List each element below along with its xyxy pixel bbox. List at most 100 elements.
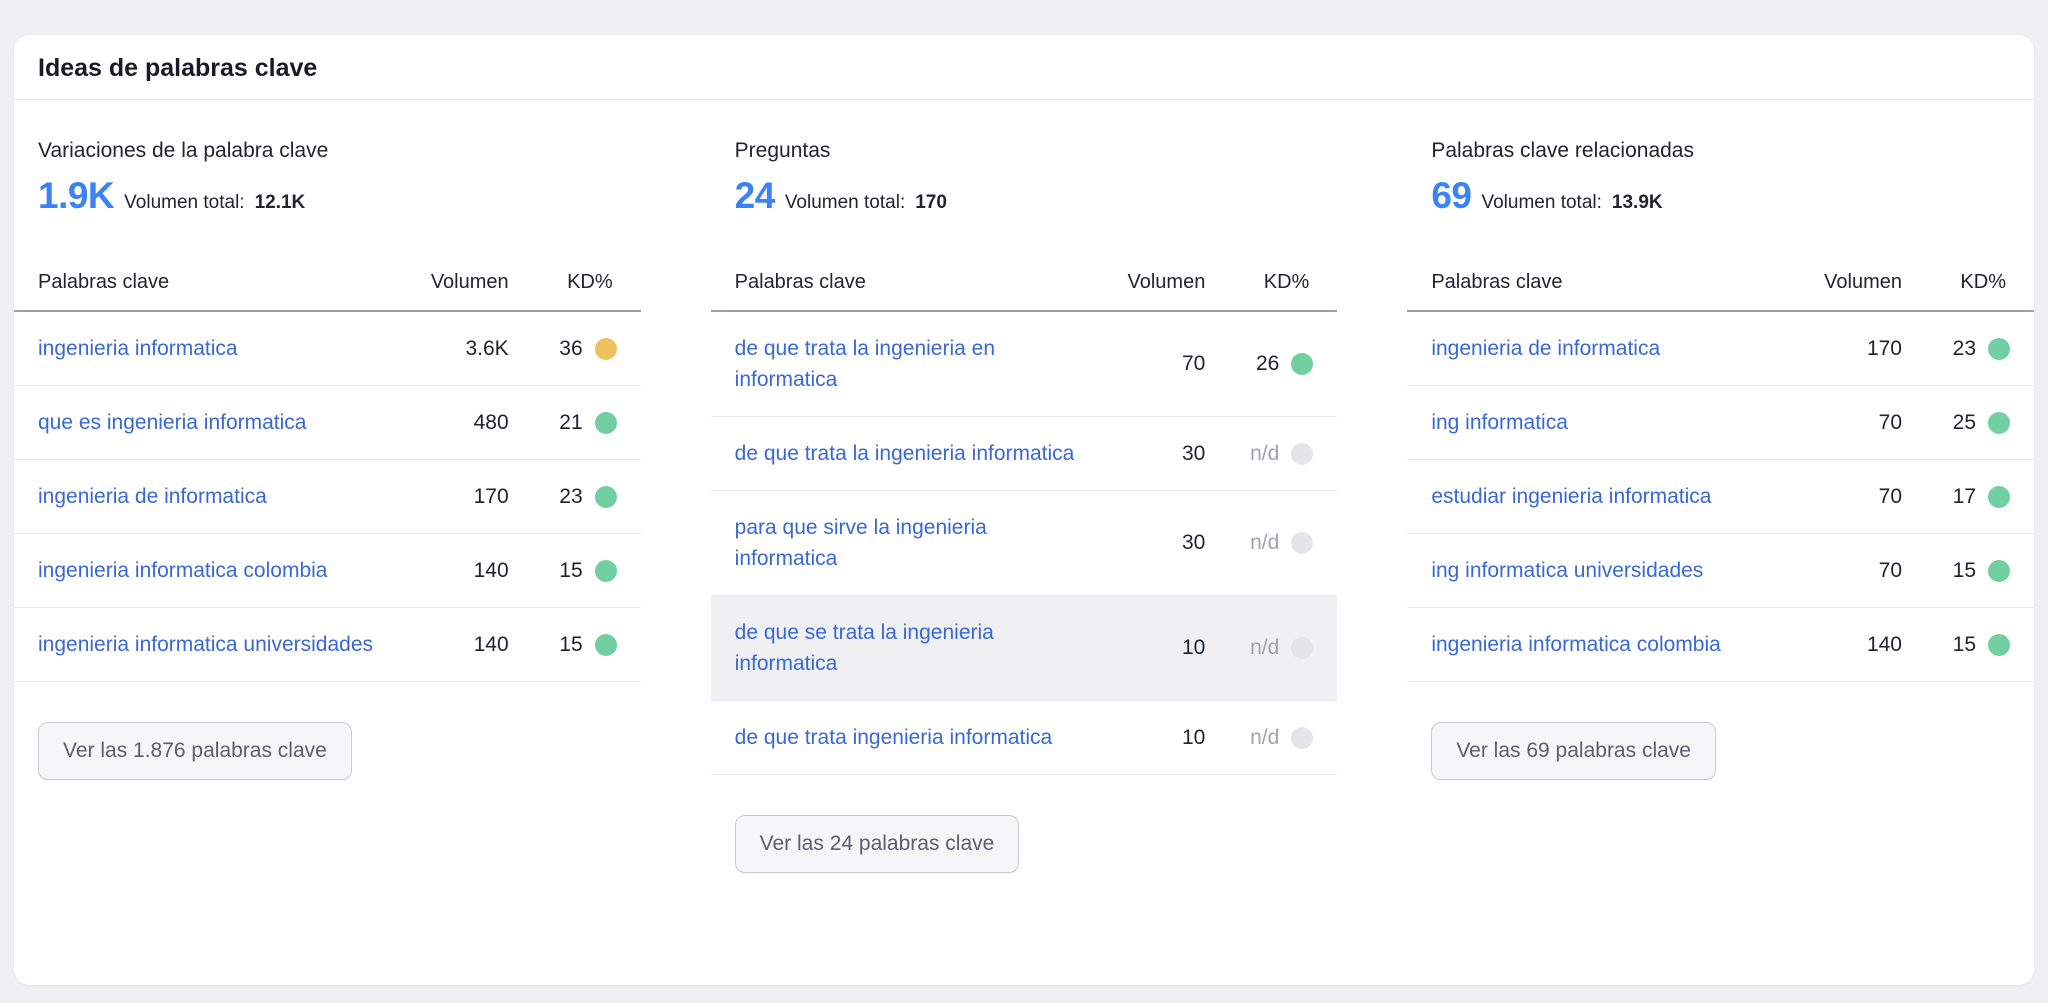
view-all-keywords-button[interactable]: Ver las 1.876 palabras clave	[38, 722, 352, 780]
kd-cell: 25	[1902, 411, 2010, 435]
table-row: ingenieria informatica colombia 140 15	[14, 534, 641, 608]
table-rows: ingenieria de informatica 170 23 ing inf…	[1407, 312, 2034, 682]
keyword-link[interactable]: ingenieria de informatica	[1431, 337, 1661, 360]
kd-difficulty-dot	[1988, 411, 2010, 434]
keyword-link[interactable]: ing informatica	[1431, 411, 1568, 434]
keyword-table: Palabras clave Volumen KD% ingenieria in…	[14, 271, 641, 682]
kd-difficulty-dot	[594, 559, 617, 582]
keyword-link[interactable]: ingenieria informatica colombia	[38, 559, 328, 582]
column-header-kd: KD%	[1960, 271, 2006, 293]
kd-value: 15	[559, 632, 583, 656]
column-header-kd: KD%	[567, 271, 613, 293]
volume-value: 170	[1866, 336, 1902, 360]
table-row: para que sirve la ingenieria informatica…	[710, 491, 1338, 596]
keyword-count: 1.9K	[38, 175, 115, 216]
column-header-kd: KD%	[1263, 271, 1310, 293]
keyword-column: Preguntas 24 Volumen total: 170 Palabras…	[710, 138, 1338, 873]
kd-value: n/d	[1250, 441, 1280, 465]
kd-cell: 21	[509, 411, 617, 435]
kd-cell: 15	[509, 559, 617, 583]
kd-value: n/d	[1250, 725, 1280, 749]
kd-value: 21	[559, 410, 583, 434]
kd-difficulty-dot	[594, 411, 617, 434]
kd-difficulty-dot	[594, 337, 617, 360]
kd-cell: 26	[1205, 352, 1314, 376]
view-all-keywords-button[interactable]: Ver las 24 palabras clave	[734, 815, 1020, 873]
kd-value: 17	[1952, 484, 1976, 508]
keyword-link[interactable]: de que trata ingenieria informatica	[734, 726, 1053, 749]
volume-value: 10	[1181, 725, 1206, 749]
kd-value: 23	[559, 484, 583, 508]
table-rows: de que trata la ingenieria en informatic…	[710, 312, 1338, 775]
volume-value: 140	[473, 558, 509, 582]
keyword-link[interactable]: de que trata la ingenieria informatica	[734, 442, 1075, 465]
section-stats: 69 Volumen total: 13.9K	[1431, 174, 2010, 217]
keyword-link[interactable]: ingenieria de informatica	[38, 485, 267, 508]
keyword-link[interactable]: para que sirve la ingenieria informatica	[734, 516, 987, 570]
kd-cell: 17	[1902, 485, 2010, 509]
table-row: ingenieria de informatica 170 23	[14, 460, 641, 534]
kd-difficulty-dot	[1988, 337, 2010, 360]
keyword-ideas-card: Ideas de palabras clave Variaciones de l…	[14, 35, 2034, 985]
volume-value: 70	[1878, 484, 1902, 508]
kd-value: 36	[559, 336, 583, 360]
column-header-volume: Volumen	[430, 271, 509, 293]
kd-cell: 36	[509, 337, 617, 361]
kd-cell: 15	[1902, 559, 2010, 583]
kd-value: 23	[1952, 336, 1976, 360]
volume-total-label: Volumen total:	[1481, 192, 1602, 213]
volume-value: 70	[1878, 410, 1902, 434]
keyword-column: Variaciones de la palabra clave 1.9K Vol…	[14, 138, 641, 873]
keyword-link[interactable]: estudiar ingenieria informatica	[1431, 485, 1712, 508]
keyword-count: 69	[1431, 175, 1472, 216]
volume-value: 70	[1181, 352, 1206, 375]
kd-value: 15	[559, 558, 583, 582]
volume-value: 30	[1181, 441, 1206, 465]
table-row: de que trata la ingenieria informatica 3…	[710, 417, 1338, 491]
kd-value: n/d	[1250, 531, 1280, 554]
kd-cell: 23	[1902, 337, 2010, 361]
card-header: Ideas de palabras clave	[14, 35, 2034, 100]
keyword-link[interactable]: que es ingenieria informatica	[38, 411, 307, 434]
kd-difficulty-dot	[1988, 633, 2010, 656]
keyword-link[interactable]: de que se trata la ingenieria informatic…	[734, 621, 994, 675]
table-row: estudiar ingenieria informatica 70 17	[1407, 460, 2034, 534]
kd-cell: n/d	[1205, 531, 1314, 555]
kd-difficulty-dot	[594, 633, 617, 656]
page-title: Ideas de palabras clave	[38, 54, 318, 82]
kd-difficulty-dot	[594, 485, 617, 508]
section-title: Palabras clave relacionadas	[1431, 139, 1694, 162]
kd-difficulty-dot	[1291, 353, 1314, 375]
kd-value: 25	[1952, 410, 1976, 434]
keyword-link[interactable]: ingenieria informatica colombia	[1431, 633, 1721, 656]
kd-difficulty-dot	[1988, 559, 2010, 582]
keyword-link[interactable]: de que trata la ingenieria en informatic…	[734, 337, 996, 391]
volume-total-value: 13.9K	[1611, 192, 1663, 213]
kd-value: n/d	[1250, 636, 1280, 659]
column-header-volume: Volumen	[1127, 271, 1206, 293]
table-rows: ingenieria informatica 3.6K 36 que es in…	[14, 312, 641, 682]
volume-value: 10	[1181, 636, 1206, 659]
kd-cell: 23	[509, 485, 617, 509]
volume-value: 70	[1878, 558, 1902, 582]
kd-cell: 15	[509, 633, 617, 657]
volume-value: 140	[1866, 632, 1902, 656]
section-title: Preguntas	[734, 139, 831, 162]
volume-total-value: 12.1K	[254, 192, 306, 213]
kd-difficulty-dot	[1291, 532, 1314, 554]
kd-value: 26	[1255, 352, 1280, 375]
kd-value: 15	[1952, 632, 1976, 656]
keyword-table: Palabras clave Volumen KD% de que trata …	[710, 271, 1338, 775]
view-all-keywords-button[interactable]: Ver las 69 palabras clave	[1431, 722, 1716, 780]
columns: Variaciones de la palabra clave 1.9K Vol…	[14, 138, 2034, 873]
kd-difficulty-dot	[1291, 637, 1314, 659]
column-header-keywords: Palabras clave	[38, 271, 170, 293]
keyword-link[interactable]: ingenieria informatica universidades	[38, 633, 374, 656]
table-row: ingenieria de informatica 170 23	[1407, 312, 2034, 386]
keyword-link[interactable]: ing informatica universidades	[1431, 559, 1704, 582]
table-row: de que se trata la ingenieria informatic…	[710, 596, 1338, 701]
volume-total-value: 170	[915, 192, 947, 213]
table-row: ing informatica universidades 70 15	[1407, 534, 2034, 608]
keyword-link[interactable]: ingenieria informatica	[38, 337, 238, 360]
table-header-row: Palabras clave Volumen KD%	[1407, 271, 2034, 312]
